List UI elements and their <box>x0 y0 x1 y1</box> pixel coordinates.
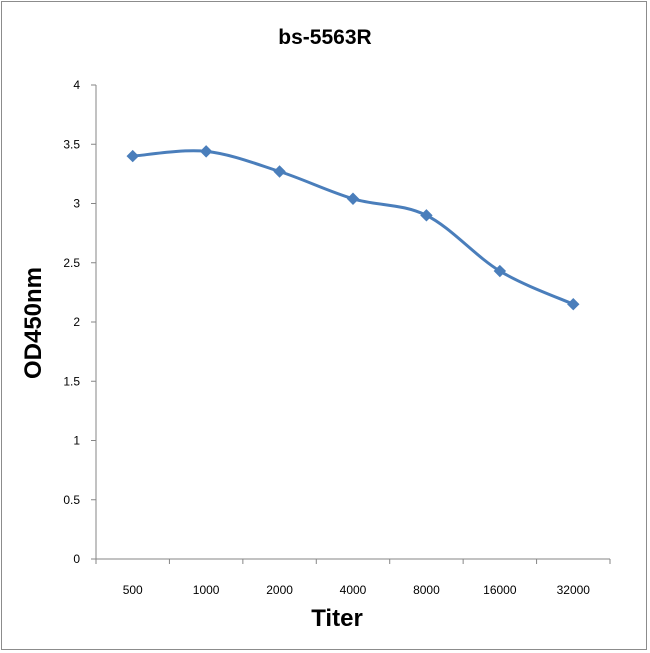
series-line <box>132 149 574 306</box>
y-axis-title: OD450nm <box>20 267 47 379</box>
y-tick-label: 1 <box>73 434 80 448</box>
y-tick-label: 0.5 <box>63 493 80 507</box>
x-tick-label: 8000 <box>413 583 440 597</box>
data-point-marker <box>493 264 507 278</box>
y-tick-label: 4 <box>73 78 80 92</box>
y-tick-label: 3.5 <box>63 137 80 151</box>
x-axis-title: Titer <box>311 605 363 632</box>
plot-area <box>126 145 580 311</box>
x-tick-label: 2000 <box>266 583 293 597</box>
y-tick-label: 2 <box>73 315 80 329</box>
x-tick-label: 4000 <box>340 583 367 597</box>
chart-title: bs-5563R <box>278 26 371 49</box>
x-tick-label: 16000 <box>483 583 517 597</box>
y-tick-label: 2.5 <box>63 256 80 270</box>
data-point-marker <box>199 145 213 158</box>
x-tick-label: 1000 <box>193 583 220 597</box>
y-tick-label: 3 <box>73 197 80 211</box>
data-point-marker <box>420 209 433 222</box>
tick-group: 0 0.5 1 1.5 2 2.5 3 3.5 4 500 1000 2000 4000 8000 1600… <box>63 78 611 597</box>
data-point-marker <box>346 192 360 205</box>
x-tick-label: 32000 <box>557 583 591 597</box>
data-point-marker <box>567 298 580 311</box>
y-tick-label: 1.5 <box>63 374 80 388</box>
data-point-marker <box>273 165 286 178</box>
data-point-marker <box>126 149 139 163</box>
y-tick-label: 0 <box>73 552 80 566</box>
x-tick-label: 500 <box>123 583 143 597</box>
